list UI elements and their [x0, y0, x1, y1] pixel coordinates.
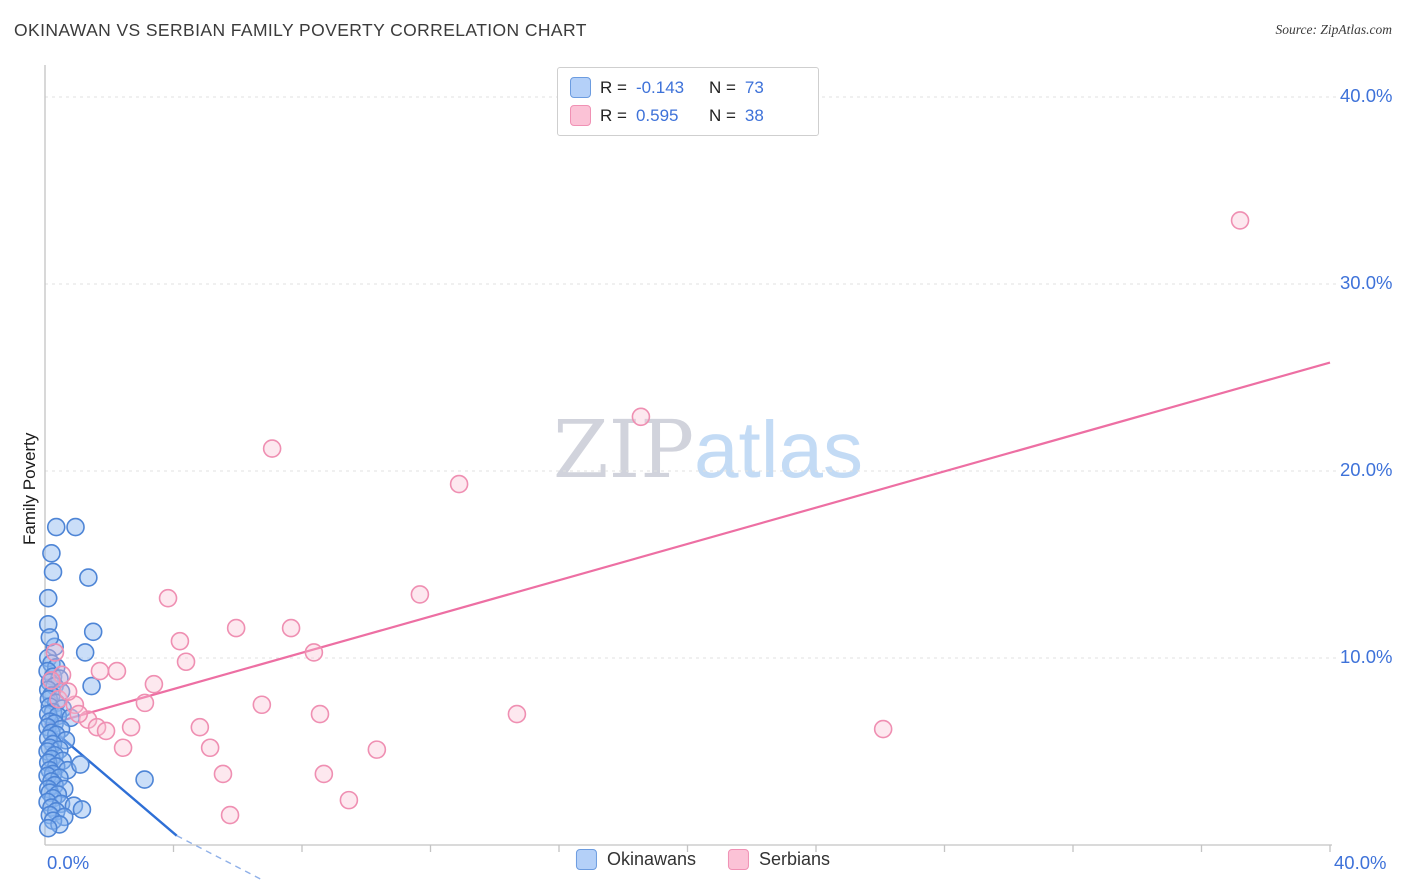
x-axis-min-label: 0.0% [47, 852, 90, 873]
data-point-serbians [200, 738, 220, 758]
data-point-okinawans [38, 818, 58, 838]
trend-line-okinawans-extension [176, 835, 264, 882]
data-point-serbians [339, 790, 359, 810]
data-point-okinawans [71, 755, 90, 774]
data-point-okinawans [75, 643, 95, 662]
y-tick-label: 30.0% [1340, 272, 1393, 293]
data-point-okinawans [50, 815, 69, 834]
data-point-serbians [135, 693, 155, 713]
y-tick-label: 20.0% [1340, 459, 1393, 480]
data-point-serbians [158, 588, 178, 608]
data-point-serbians [69, 704, 89, 724]
r-value-serbians: 0.595 [635, 105, 679, 125]
trend-line-serbians [44, 361, 1331, 727]
serbians-legend-swatch [570, 105, 591, 126]
data-point-serbians [52, 665, 72, 685]
data-point-okinawans [72, 800, 92, 819]
data-point-serbians [449, 474, 469, 494]
okinawans-swatch [575, 849, 597, 870]
legend-item-okinawans: Okinawans [575, 849, 696, 870]
data-point-serbians [96, 721, 116, 741]
serbians-label: Serbians [759, 849, 831, 869]
series-legend: Okinawans Serbians [575, 849, 830, 870]
data-point-okinawans [42, 543, 61, 563]
y-tick-label: 10.0% [1340, 646, 1393, 667]
data-point-okinawans [83, 622, 103, 642]
okinawans-label: Okinawans [606, 849, 696, 869]
data-point-serbians [1230, 211, 1250, 230]
data-point-serbians [107, 661, 127, 681]
correlation-row-serbians: R = 0.595 N = 38 [570, 105, 806, 126]
data-point-serbians [121, 717, 141, 737]
r-value-okinawans: -0.143 [635, 77, 685, 97]
trend-line-okinawans [44, 722, 178, 837]
data-point-serbians [873, 719, 893, 739]
data-point-serbians [252, 695, 272, 715]
data-point-serbians [190, 717, 210, 737]
data-point-serbians [262, 439, 282, 458]
y-axis-label: Family Poverty [20, 432, 39, 545]
correlation-legend: R = -0.143 N = 73 R = 0.595 N = 38 [557, 67, 819, 136]
data-point-serbians [176, 652, 196, 672]
data-point-serbians [304, 643, 324, 662]
data-point-serbians [49, 689, 68, 709]
data-point-serbians [170, 631, 190, 651]
watermark-zip: ZIP [553, 403, 695, 496]
data-point-serbians [42, 671, 61, 690]
n-value-okinawans: 73 [744, 77, 764, 97]
data-point-serbians [310, 704, 330, 724]
source-attribution: Source: ZipAtlas.com [1275, 22, 1392, 37]
data-point-okinawans [38, 588, 58, 608]
data-point-serbians [213, 764, 233, 784]
n-value-serbians: 38 [744, 105, 764, 125]
data-point-okinawans [43, 562, 63, 582]
data-point-serbians [226, 618, 246, 638]
watermark-atlas: atlas [694, 405, 863, 494]
data-point-okinawans [135, 770, 154, 789]
data-point-serbians [281, 618, 301, 638]
data-point-serbians [314, 764, 334, 784]
x-axis-max-label: 40.0% [1334, 852, 1387, 873]
n-label: N = [708, 77, 736, 97]
r-label: R = [600, 105, 627, 125]
data-point-serbians [58, 682, 78, 701]
data-point-okinawans [79, 568, 98, 587]
watermark: ZIPatlas [553, 410, 863, 490]
data-point-serbians [144, 674, 164, 694]
data-point-okinawans [82, 676, 101, 696]
legend-item-serbians: Serbians [728, 849, 830, 870]
n-label: N = [708, 105, 736, 125]
data-point-serbians [367, 740, 387, 759]
chart-title: OKINAWAN VS SERBIAN FAMILY POVERTY CORRE… [14, 20, 587, 40]
okinawans-legend-swatch [570, 77, 591, 98]
data-point-serbians [90, 661, 110, 681]
data-point-okinawans [66, 517, 85, 537]
data-point-serbians [410, 585, 430, 604]
data-point-serbians [45, 643, 65, 662]
data-point-serbians [631, 407, 651, 427]
correlation-row-okinawans: R = -0.143 N = 73 [570, 77, 806, 98]
r-label: R = [600, 77, 627, 97]
data-point-okinawans [46, 517, 66, 537]
data-point-serbians [507, 704, 527, 724]
serbians-swatch [728, 849, 749, 870]
data-point-serbians [113, 738, 133, 758]
data-point-serbians [220, 805, 240, 825]
y-tick-label: 40.0% [1340, 85, 1393, 106]
